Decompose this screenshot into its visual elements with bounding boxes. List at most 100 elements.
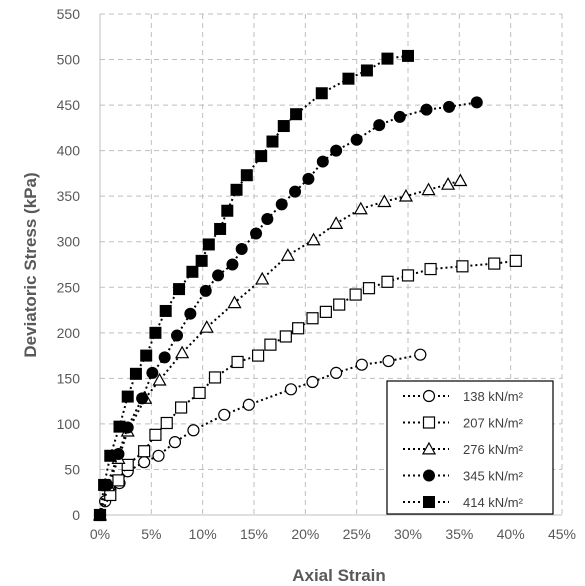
data-point — [306, 312, 319, 325]
data-point — [509, 254, 522, 267]
data-point — [113, 420, 126, 433]
data-point — [284, 383, 298, 396]
data-point — [401, 269, 415, 282]
data-point — [230, 183, 243, 196]
data-point — [173, 283, 186, 296]
x-tick-label: 40% — [497, 526, 525, 542]
y-tick-label: 400 — [57, 143, 81, 159]
legend: 138 kN/m² 207 kN/m² 276 kN/m² 345 kN/m² 414 … — [386, 380, 554, 515]
data-point — [302, 172, 315, 185]
data-point — [319, 305, 332, 318]
data-point — [373, 119, 386, 132]
data-point — [289, 185, 302, 198]
legend-label: 345 kN/m² — [463, 469, 524, 484]
data-point — [350, 133, 363, 146]
data-point — [362, 282, 376, 295]
data-point — [235, 243, 248, 256]
data-point — [149, 326, 162, 339]
x-tick-label: 15% — [240, 526, 268, 542]
data-point — [193, 386, 206, 400]
data-point — [443, 100, 456, 113]
x-axis-title: Axial Strain — [292, 566, 386, 585]
y-tick-label: 150 — [57, 370, 81, 386]
legend-marker — [423, 469, 435, 482]
data-point — [381, 275, 394, 288]
data-point — [279, 330, 292, 343]
data-point — [208, 371, 222, 384]
y-tick-label: 200 — [57, 325, 81, 341]
legend-entry: 276 kN/m² — [403, 441, 524, 457]
y-tick-label: 500 — [57, 52, 81, 68]
data-point — [355, 358, 368, 371]
data-point — [316, 155, 329, 168]
data-point — [402, 49, 414, 62]
data-point — [184, 307, 197, 320]
data-point — [152, 449, 165, 462]
x-tick-label: 20% — [291, 526, 319, 542]
data-point — [152, 372, 167, 386]
data-point — [158, 351, 171, 364]
series-1 — [93, 348, 427, 522]
data-point — [175, 401, 188, 414]
data-point — [421, 182, 436, 196]
data-point — [175, 345, 190, 359]
data-point — [306, 375, 319, 389]
y-tick-label: 0 — [72, 507, 80, 523]
data-point — [266, 135, 279, 148]
legend-box — [386, 380, 554, 515]
data-point — [290, 108, 303, 121]
data-point — [264, 338, 277, 351]
data-point — [255, 150, 268, 163]
data-point — [398, 188, 414, 202]
legend-label: 207 kN/m² — [463, 416, 524, 431]
data-point — [231, 355, 244, 369]
data-point — [226, 258, 239, 271]
data-point — [349, 288, 362, 301]
axes: 0 50 100 150 200 250 300 350 400 450 500 550 0% 5% 10%… — [57, 6, 576, 542]
data-point — [227, 295, 242, 309]
y-tick-label: 100 — [57, 416, 81, 432]
data-point — [250, 227, 263, 240]
data-point — [140, 349, 153, 362]
data-point — [149, 428, 162, 441]
legend-label: 276 kN/m² — [463, 442, 524, 457]
data-point — [214, 222, 227, 235]
series-2 — [93, 254, 522, 522]
data-point — [306, 232, 321, 246]
data-point — [221, 204, 234, 217]
x-tick-label: 45% — [548, 526, 576, 542]
y-tick-label: 350 — [57, 188, 81, 204]
data-point — [381, 52, 394, 65]
data-point — [255, 271, 270, 285]
data-point — [240, 169, 253, 182]
x-tick-label: 5% — [141, 526, 161, 542]
data-point — [138, 445, 151, 458]
data-point — [330, 144, 343, 157]
data-point — [420, 103, 433, 116]
data-series — [92, 49, 522, 522]
data-point — [360, 64, 373, 77]
data-point — [382, 354, 395, 368]
data-point — [186, 265, 199, 278]
legend-marker — [422, 416, 436, 429]
data-point — [159, 304, 172, 317]
y-tick-label: 50 — [64, 461, 80, 477]
data-point — [292, 322, 305, 335]
data-point — [94, 509, 106, 521]
legend-label: 414 kN/m² — [463, 495, 524, 510]
data-point — [202, 238, 215, 251]
data-point — [453, 173, 468, 187]
data-point — [353, 201, 368, 215]
series-5 — [94, 49, 414, 521]
data-point — [187, 424, 200, 437]
legend-marker — [423, 496, 435, 508]
data-point — [212, 269, 225, 282]
data-point — [252, 349, 265, 362]
data-point — [333, 298, 346, 311]
data-point — [160, 416, 173, 430]
legend-entry: 207 kN/m² — [403, 416, 524, 431]
data-point — [195, 254, 208, 267]
data-point — [488, 257, 501, 270]
x-tick-label: 30% — [394, 526, 422, 542]
